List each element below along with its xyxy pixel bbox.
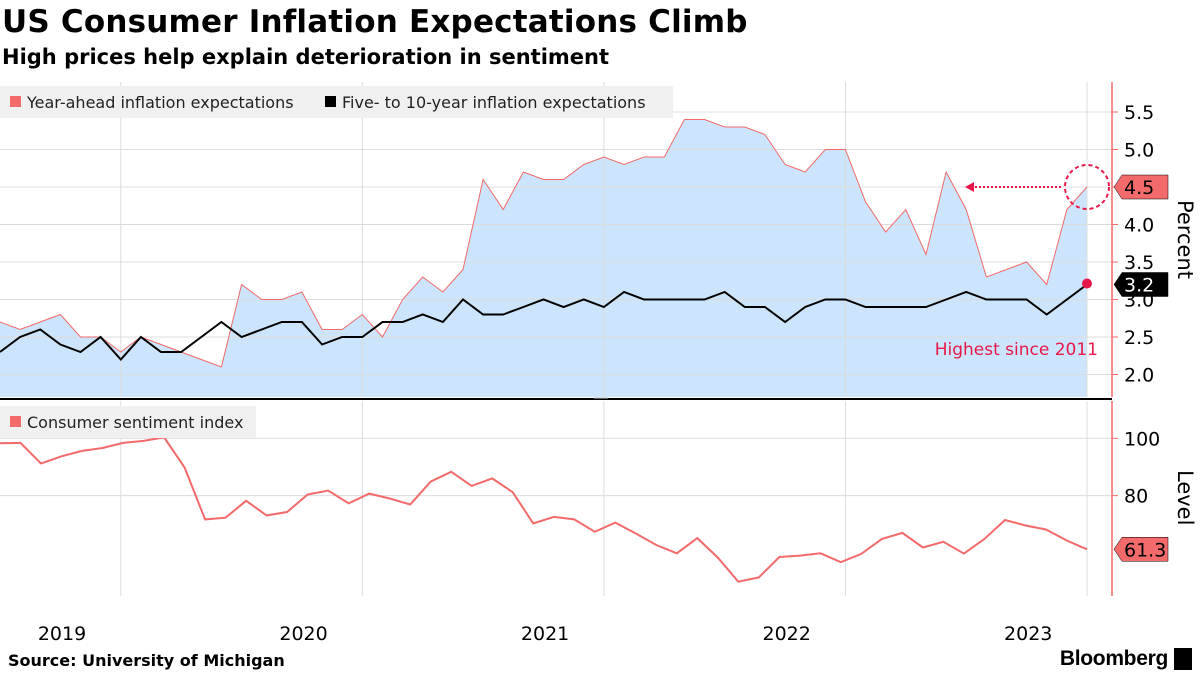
x-axis-year-label: 2019 xyxy=(38,623,86,645)
legend-label-year-ahead: Year-ahead inflation expectations xyxy=(26,93,294,112)
legend-label-five-ten: Five- to 10-year inflation expectations xyxy=(342,93,646,112)
bottom-legend-background xyxy=(0,406,256,438)
source-note: Source: University of Michigan xyxy=(8,651,285,670)
sentiment-line xyxy=(0,436,1088,583)
legend-swatch-five-ten xyxy=(325,96,336,107)
chart-title: US Consumer Inflation Expectations Climb xyxy=(2,4,748,40)
top-y-tick-label: 2.5 xyxy=(1124,327,1154,349)
legend-swatch-sentiment xyxy=(10,416,21,427)
x-axis-year-labels: 2019 2020 2021 2022 2023 xyxy=(38,623,1053,645)
last-label-year-ahead-text: 4.5 xyxy=(1124,177,1154,199)
top-y-axis-title: Percent xyxy=(1173,200,1197,279)
bloomberg-logo-icon xyxy=(1174,648,1192,670)
last-label-sentiment-text: 61.3 xyxy=(1124,539,1166,561)
top-legend-background xyxy=(0,86,673,118)
top-panel-lines xyxy=(0,119,1088,368)
top-y-tick-label: 5.0 xyxy=(1124,140,1154,162)
last-label-five-ten-text: 3.2 xyxy=(1124,275,1154,297)
last-label-five-ten: 3.2 xyxy=(1113,272,1169,297)
last-label-year-ahead: 4.5 xyxy=(1113,174,1169,200)
legend-swatch-year-ahead xyxy=(10,96,21,107)
legend-label-sentiment: Consumer sentiment index xyxy=(27,413,243,432)
last-label-year-ahead-shape xyxy=(1113,174,1169,200)
bottom-panel-grid xyxy=(0,401,1112,596)
bottom-panel-lines xyxy=(0,436,1088,583)
top-panel-area xyxy=(0,119,1087,397)
last-label-sentiment-shape xyxy=(1113,537,1169,562)
last-value-labels: 4.5 3.2 61.3 xyxy=(1113,174,1169,562)
top-y-tick-label: 2.0 xyxy=(1124,365,1154,387)
x-axis-year-label: 2022 xyxy=(762,623,810,645)
bloomberg-logo-text: Bloomberg xyxy=(1059,647,1168,670)
annotation-dot xyxy=(1082,278,1092,289)
x-axis-year-label: 2020 xyxy=(279,623,327,645)
year-ahead-area xyxy=(0,119,1087,397)
x-axis-year-label: 2023 xyxy=(1004,623,1052,645)
bottom-y-tick-label: 80 xyxy=(1124,486,1148,508)
top-y-tick-label: 4.0 xyxy=(1124,215,1154,237)
top-y-ticks: 2.02.53.03.54.04.55.05.5 xyxy=(1112,102,1154,387)
top-y-tick-label: 3.5 xyxy=(1124,252,1154,274)
five-ten-year-line xyxy=(0,283,1088,361)
bottom-y-tick-label: 100 xyxy=(1124,428,1160,450)
x-axis-year-label: 2021 xyxy=(521,623,569,645)
last-label-sentiment: 61.3 xyxy=(1113,537,1169,562)
bottom-y-ticks: 80 100 xyxy=(1112,428,1160,508)
annotation-arrow-head xyxy=(965,182,974,192)
bottom-y-axis-title: Level xyxy=(1173,470,1197,525)
chart-subtitle: High prices help explain deterioration i… xyxy=(2,45,610,69)
annotation-highest-since-2011: Highest since 2011 xyxy=(935,340,1098,360)
annotation-marks xyxy=(965,164,1110,289)
top-y-tick-label: 5.5 xyxy=(1124,102,1154,124)
last-label-five-ten-shape xyxy=(1113,272,1169,297)
annotation-circle xyxy=(1064,164,1110,210)
